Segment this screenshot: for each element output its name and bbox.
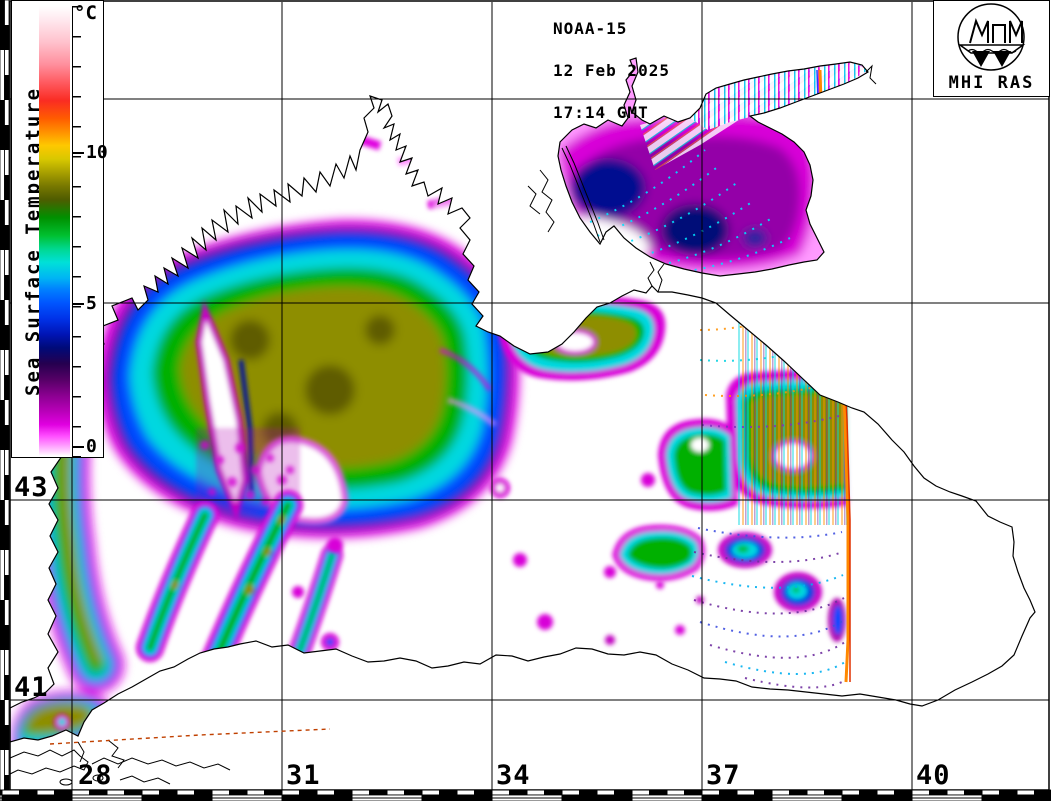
scanline-arcs-south <box>691 527 847 689</box>
colorbar-tick-10: 10 <box>86 142 108 163</box>
bottom-ruler-coarse <box>0 794 1051 801</box>
logo-panel: MHI RAS <box>933 0 1050 97</box>
colorbar-axis-ticks <box>72 6 81 457</box>
acquisition-time: 17:14 GMT <box>553 103 649 122</box>
graticule <box>10 2 1049 790</box>
lon-label-40: 40 <box>916 760 951 791</box>
header-annotation: NOAA-15 12 Feb 2025 17:14 GMT <box>553 18 670 123</box>
lat-label-43: 43 <box>14 472 49 503</box>
acquisition-date: 12 Feb 2025 <box>553 61 670 80</box>
lon-label-31: 31 <box>286 760 321 791</box>
lon-label-37: 37 <box>706 760 741 791</box>
lon-label-28: 28 <box>78 760 113 791</box>
mhi-ras-logo-icon <box>957 3 1026 71</box>
colorbar-unit: °C <box>74 2 97 24</box>
colorbar-tick-5: 5 <box>86 293 97 314</box>
satellite-name: NOAA-15 <box>553 19 628 38</box>
colorbar-gradient <box>39 6 70 456</box>
logo-caption: MHI RAS <box>948 73 1035 93</box>
swath-stripe-artifact <box>738 295 850 525</box>
colorbar-panel: Sea Surface Temperature °C 10 5 0 <box>11 0 108 458</box>
colorbar-tick-0: 0 <box>86 436 97 457</box>
lon-label-34: 34 <box>496 760 531 791</box>
boundary-dashed-line <box>49 728 331 745</box>
lat-label-41: 41 <box>14 672 49 703</box>
